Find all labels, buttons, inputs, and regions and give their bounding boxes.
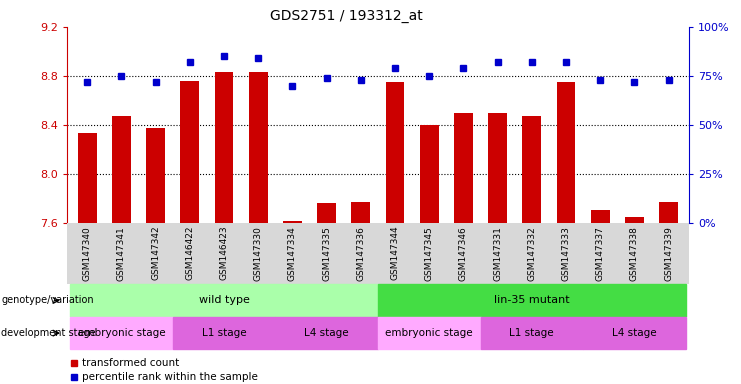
Bar xyxy=(283,222,302,223)
Bar xyxy=(625,217,644,223)
Bar xyxy=(488,113,507,223)
Text: embryonic stage: embryonic stage xyxy=(78,328,165,338)
Bar xyxy=(659,202,678,223)
Text: GSM146423: GSM146423 xyxy=(219,226,228,280)
Bar xyxy=(378,317,480,349)
Bar xyxy=(70,284,378,317)
Bar xyxy=(78,133,96,223)
Bar xyxy=(317,203,336,223)
Bar xyxy=(276,317,378,349)
Bar xyxy=(583,317,685,349)
Bar xyxy=(454,113,473,223)
Text: GSM147342: GSM147342 xyxy=(151,226,160,280)
Bar xyxy=(480,317,583,349)
Bar xyxy=(385,82,405,223)
Text: GSM147333: GSM147333 xyxy=(562,226,571,281)
Text: GSM147340: GSM147340 xyxy=(83,226,92,281)
Bar xyxy=(173,317,276,349)
Text: GSM147336: GSM147336 xyxy=(356,226,365,281)
Text: GSM147339: GSM147339 xyxy=(664,226,673,281)
Text: GSM147345: GSM147345 xyxy=(425,226,433,281)
Bar xyxy=(556,82,576,223)
Text: L1 stage: L1 stage xyxy=(510,328,554,338)
Text: GSM147346: GSM147346 xyxy=(459,226,468,281)
Text: GSM147332: GSM147332 xyxy=(528,226,536,281)
Text: wild type: wild type xyxy=(199,295,250,306)
Text: GSM147335: GSM147335 xyxy=(322,226,331,281)
Title: GDS2751 / 193312_at: GDS2751 / 193312_at xyxy=(270,9,423,23)
Text: GSM147338: GSM147338 xyxy=(630,226,639,281)
Text: GSM146422: GSM146422 xyxy=(185,226,194,280)
Bar xyxy=(146,129,165,223)
Text: GSM147330: GSM147330 xyxy=(253,226,263,281)
Bar xyxy=(180,81,199,223)
Text: L4 stage: L4 stage xyxy=(305,328,349,338)
Text: genotype/variation: genotype/variation xyxy=(1,295,94,306)
Text: GSM147344: GSM147344 xyxy=(391,226,399,280)
Text: percentile rank within the sample: percentile rank within the sample xyxy=(82,372,257,382)
Bar xyxy=(522,116,541,223)
Text: GSM147337: GSM147337 xyxy=(596,226,605,281)
Text: embryonic stage: embryonic stage xyxy=(385,328,473,338)
Bar xyxy=(215,72,233,223)
Bar xyxy=(351,202,370,223)
Text: L4 stage: L4 stage xyxy=(612,328,657,338)
Text: development stage: development stage xyxy=(1,328,96,338)
Bar xyxy=(420,125,439,223)
Bar xyxy=(591,210,610,223)
Bar xyxy=(112,116,131,223)
Bar xyxy=(70,317,173,349)
Text: GSM147334: GSM147334 xyxy=(288,226,297,281)
Text: transformed count: transformed count xyxy=(82,358,179,368)
Bar xyxy=(378,284,685,317)
Bar xyxy=(249,72,268,223)
Text: GSM147331: GSM147331 xyxy=(493,226,502,281)
Text: lin-35 mutant: lin-35 mutant xyxy=(494,295,570,306)
Text: L1 stage: L1 stage xyxy=(202,328,246,338)
Text: GSM147341: GSM147341 xyxy=(117,226,126,281)
